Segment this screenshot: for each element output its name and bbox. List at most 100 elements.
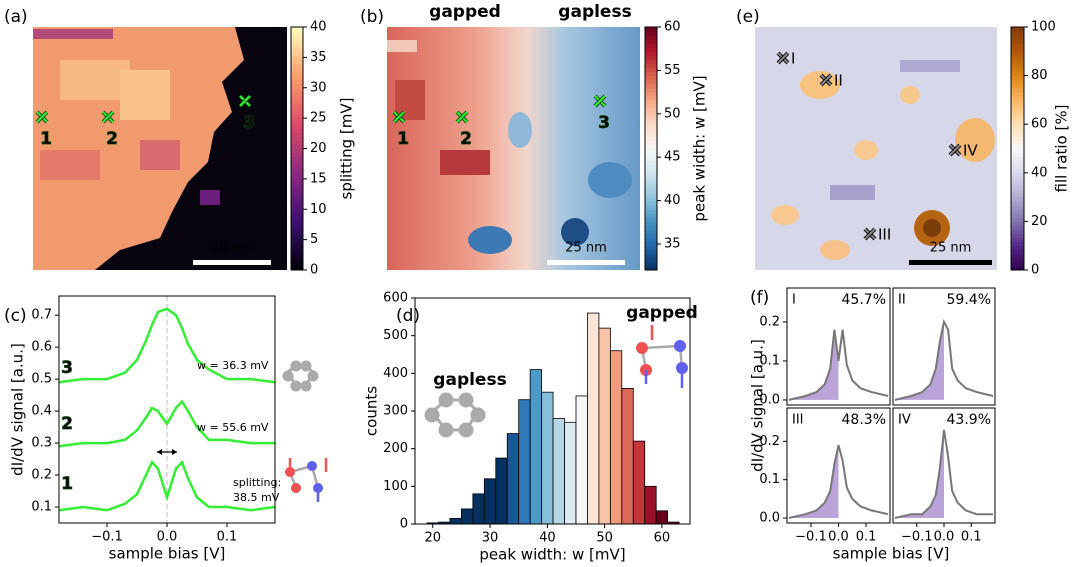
y-tick-label: 0.2 — [759, 434, 780, 449]
colorbar-segment — [645, 91, 657, 97]
x-axis-label: peak width: w [mV] — [479, 546, 625, 564]
y-axis-label: dI/dV signal [a.u.] — [749, 339, 767, 472]
colorbar-tick-label: 20 — [1031, 214, 1048, 229]
colorbar-segment — [291, 261, 303, 267]
colorbar-segment — [291, 184, 303, 190]
colorbar-segment — [645, 116, 657, 121]
colorbar-segment — [645, 184, 657, 190]
colorbar-tick-label: 55 — [664, 63, 681, 78]
annotation: w = 55.6 mV — [197, 421, 269, 434]
colorbar-segment — [645, 221, 657, 226]
colorbar-segment — [291, 128, 303, 133]
y-tick-label: 0.4 — [31, 404, 52, 419]
colorbar-segment — [1011, 63, 1024, 68]
histogram-bar — [564, 421, 577, 525]
colorbar-segment — [645, 108, 657, 113]
colorbar-tick-label: 40 — [1031, 165, 1048, 180]
colorbar-segment — [1011, 71, 1024, 77]
colorbar-segment — [645, 43, 657, 48]
colorbar-tick-label: 100 — [1031, 20, 1056, 35]
axes-frame — [892, 287, 996, 406]
histogram-bar — [483, 478, 497, 525]
colorbar-segment — [1011, 47, 1024, 52]
heatmap-image — [387, 27, 640, 270]
colorbar-segment — [1011, 148, 1024, 154]
x-tick-label: 0.1 — [217, 530, 238, 545]
colorbar-segment — [645, 31, 657, 36]
colorbar-segment — [291, 201, 303, 206]
x-tick-label: 0.0 — [157, 530, 178, 545]
colorbar-segment — [291, 217, 303, 222]
colorbar-segment — [291, 193, 303, 198]
colorbar-segment — [291, 225, 303, 230]
colorbar-segment — [1011, 168, 1024, 174]
colorbar-segment — [1011, 160, 1024, 166]
marker — [456, 111, 468, 123]
colorbar-segment — [1011, 176, 1024, 182]
x-tick-label: −0.1 — [795, 530, 827, 545]
colorbar-tick-label: 80 — [1031, 68, 1048, 83]
colorbar-tick-label: 0 — [310, 263, 318, 278]
y-tick-label: 400 — [383, 366, 408, 381]
colorbar-segment — [291, 116, 303, 121]
colorbar-segment — [1011, 245, 1024, 251]
colorbar-segment — [291, 249, 303, 255]
x-tick-label: 0.0 — [828, 530, 849, 545]
colorbar-segment — [1011, 59, 1024, 64]
histogram-bar — [472, 493, 485, 525]
scalebar — [909, 260, 992, 265]
histogram-bar — [518, 399, 531, 525]
colorbar-segment — [645, 132, 657, 137]
colorbar-segment — [291, 75, 303, 81]
colorbar-tick-label: 40 — [310, 20, 327, 35]
panel-label: (b) — [360, 7, 384, 27]
colorbar-segment — [1011, 164, 1024, 170]
colorbar-segment — [645, 197, 657, 202]
marker — [864, 228, 876, 240]
colorbar-segment — [291, 205, 303, 210]
y-tick-label: 0.1 — [759, 472, 780, 487]
colorbar-segment — [291, 213, 303, 218]
subpanel-label: III — [792, 413, 804, 428]
y-tick-label: 0.2 — [31, 468, 52, 483]
subpanel-annotation: 48.3% — [842, 412, 886, 428]
x-tick-label: 0.0 — [934, 530, 955, 545]
colorbar-segment — [1011, 43, 1024, 48]
y-axis-label: counts — [363, 386, 381, 436]
colorbar-segment — [291, 176, 303, 182]
panel-label: (a) — [4, 7, 28, 27]
molecule-icon — [282, 360, 486, 438]
arrow-head — [157, 449, 177, 455]
data-line — [58, 459, 276, 512]
colorbar-segment — [291, 43, 303, 48]
colorbar-segment — [1011, 172, 1024, 178]
colorbar-tick-label: 60 — [1031, 117, 1048, 132]
colorbar-segment — [291, 59, 303, 64]
colorbar-segment — [645, 180, 657, 186]
colorbar-segment — [1011, 116, 1024, 121]
colorbar-segment — [291, 221, 303, 226]
marker-label: 1 — [397, 129, 409, 149]
colorbar-segment — [1011, 83, 1024, 89]
annotation: splitting: — [233, 476, 281, 489]
y-tick-label: 0.0 — [759, 392, 780, 407]
colorbar-segment — [645, 128, 657, 133]
colorbar-segment — [291, 180, 303, 186]
colorbar-segment — [1011, 233, 1024, 239]
colorbar-segment — [645, 144, 657, 149]
colorbar-segment — [645, 124, 657, 129]
colorbar-segment — [1011, 87, 1024, 93]
colorbar-segment — [1011, 99, 1024, 105]
colorbar-segment — [645, 27, 657, 32]
y-tick-label: 0.0 — [759, 511, 780, 526]
histogram-bar — [529, 369, 543, 525]
marker-label: 2 — [106, 129, 118, 149]
colorbar-label: fill ratio [%] — [1053, 105, 1071, 193]
y-tick-label: 0.1 — [759, 353, 780, 368]
y-tick-label: 0.3 — [31, 436, 52, 451]
colorbar-segment — [291, 31, 303, 36]
colorbar-segment — [1011, 128, 1024, 133]
series-label: 1 — [61, 474, 73, 494]
histogram-bar — [632, 440, 646, 525]
y-tick-label: 0.5 — [31, 372, 52, 387]
